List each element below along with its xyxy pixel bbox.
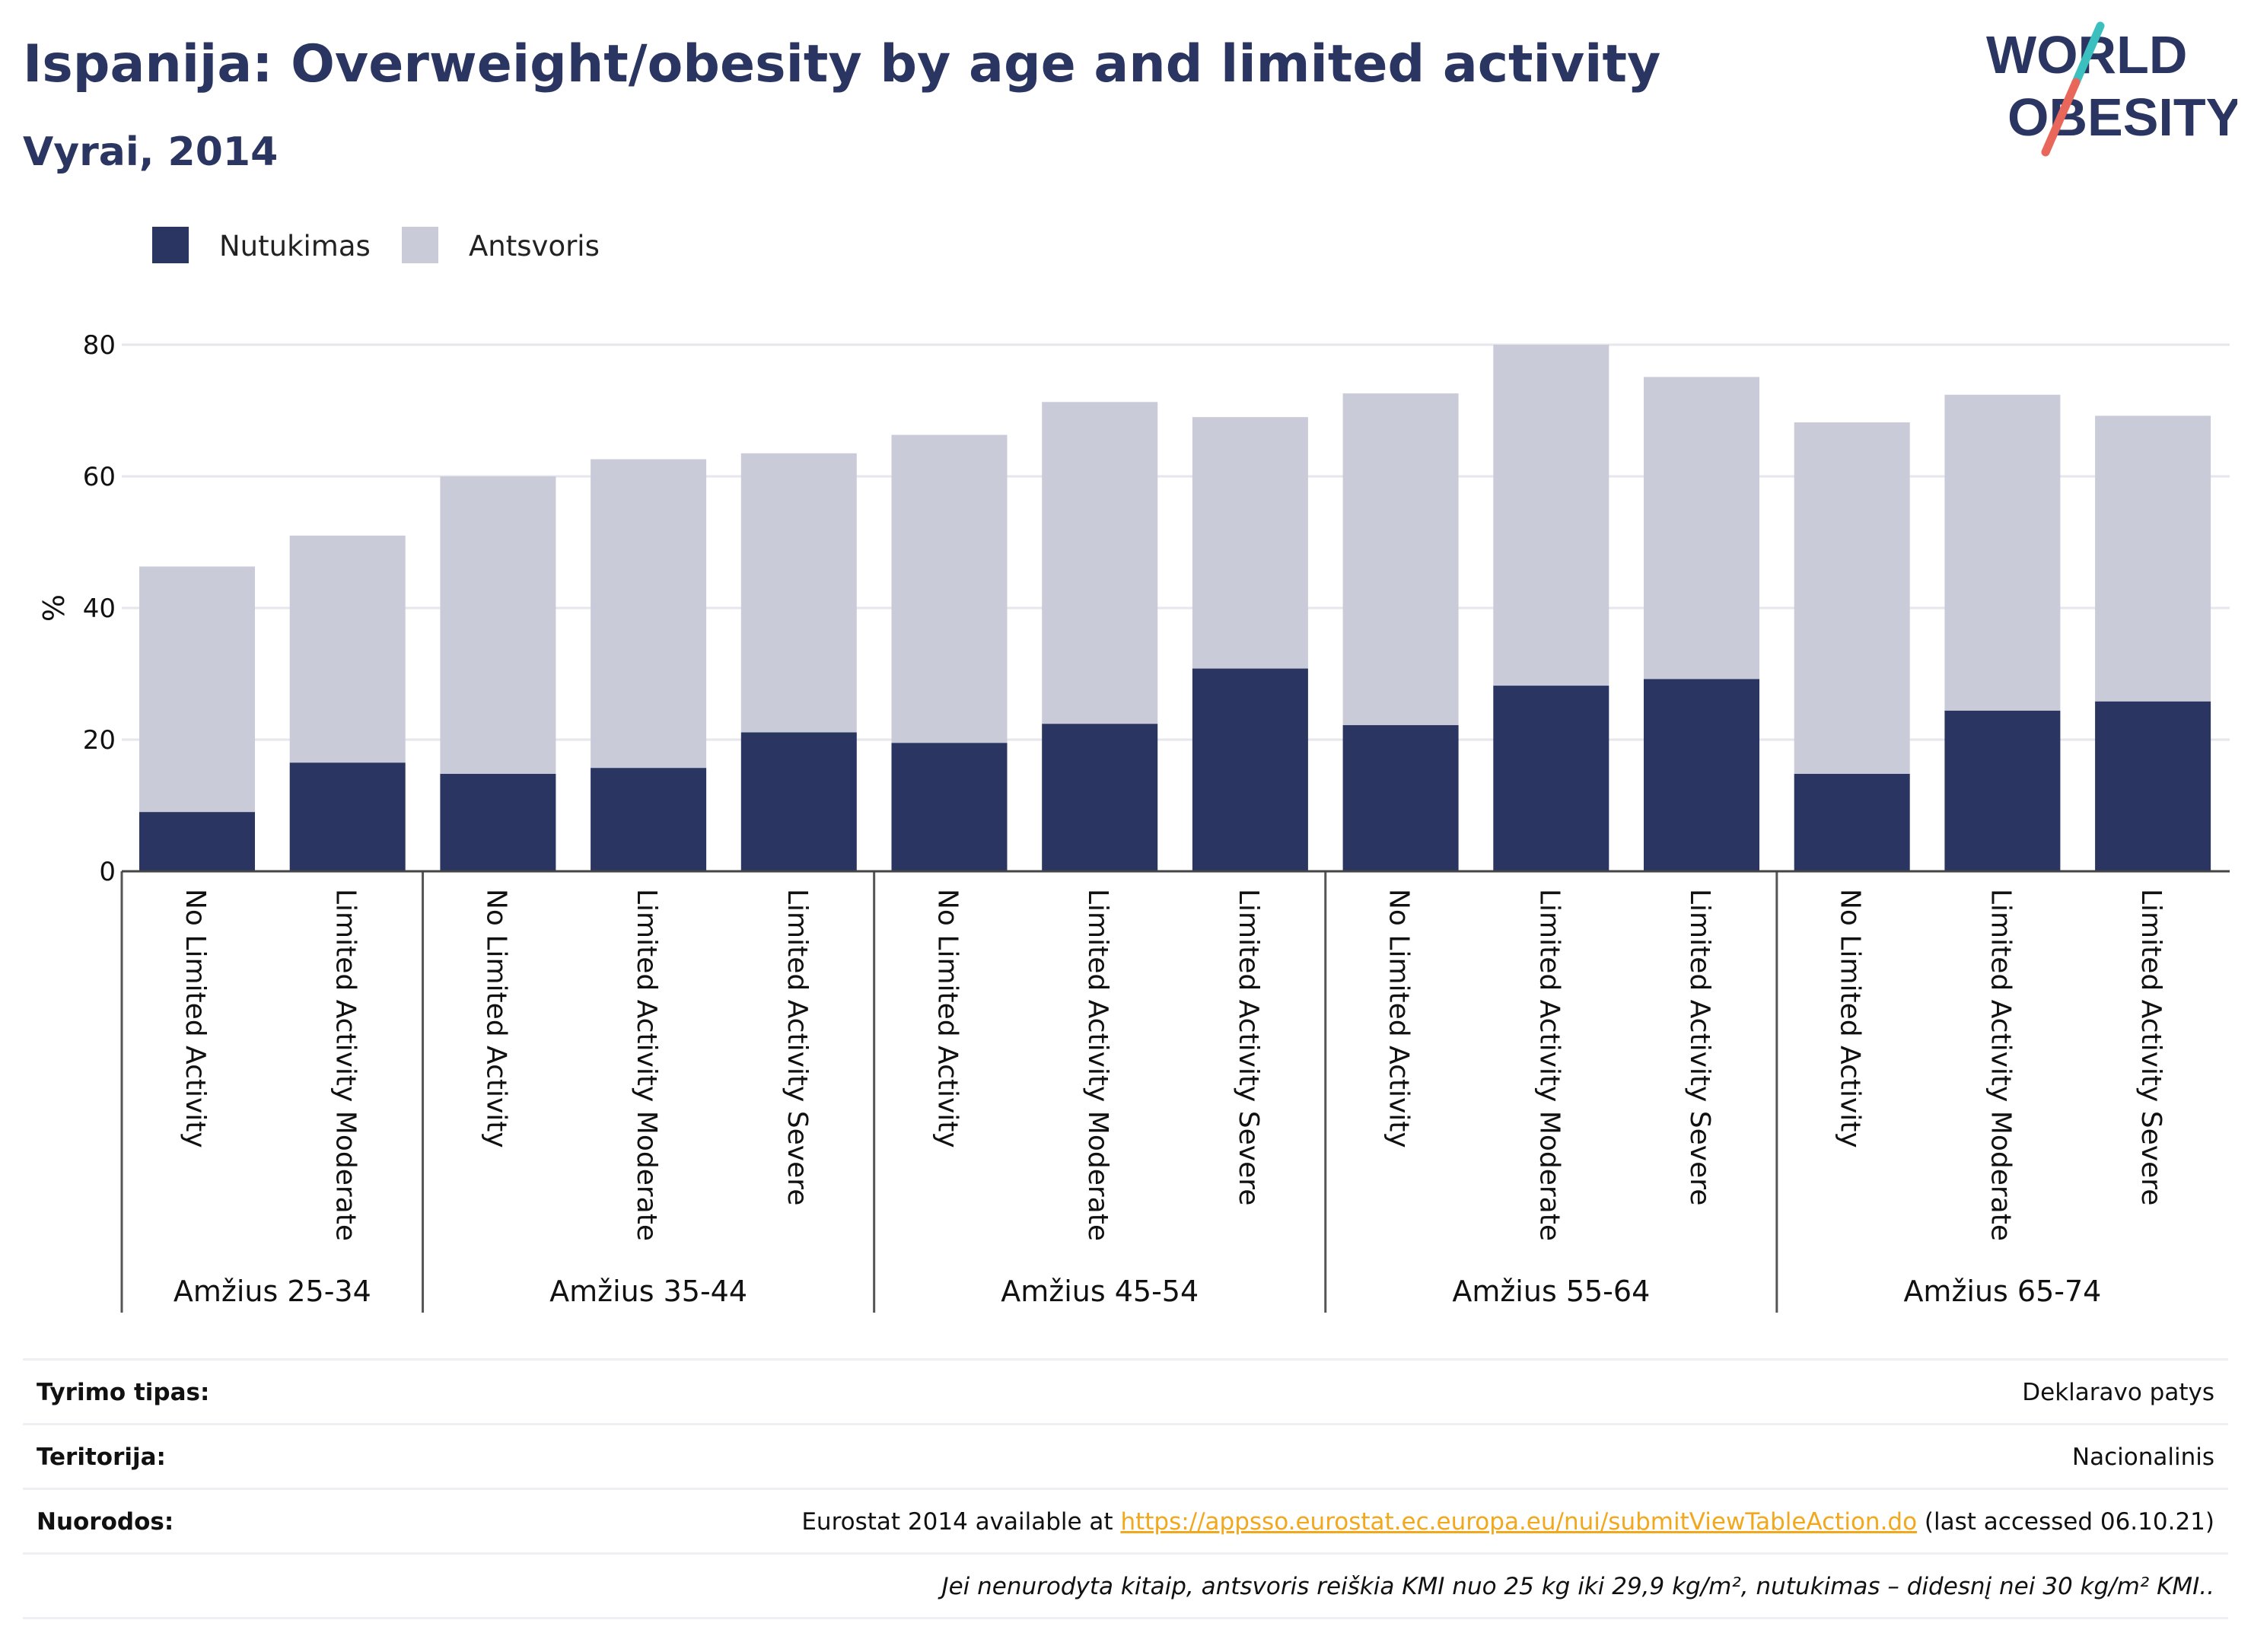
x-category-label: Limited Activity Moderate [1082, 889, 1113, 1241]
x-category-label: No Limited Activity [180, 889, 211, 1148]
x-category-label: Limited Activity Severe [1684, 889, 1715, 1205]
legend-label-nutukimas: Nutukimas [219, 230, 371, 263]
bar-antsvoris [591, 459, 707, 769]
y-axis-label: % [37, 594, 71, 622]
footer-label-references: Nuorodos: [37, 1508, 174, 1536]
y-tick-label: 40 [83, 594, 116, 624]
x-group-label: Amžius 55-64 [1452, 1275, 1650, 1308]
x-category-label: No Limited Activity [932, 889, 963, 1148]
y-tick-label: 80 [83, 330, 116, 361]
footer-note: Jei nenurodyta kitaip, antsvoris reiškia… [941, 1573, 2214, 1600]
x-group-label: Amžius 35-44 [549, 1275, 747, 1308]
bar-nutukimas [1042, 724, 1158, 871]
footer-value-references: Eurostat 2014 available at https://appss… [801, 1508, 2214, 1536]
bar-nutukimas [1493, 686, 1609, 871]
bar-antsvoris [1944, 394, 2061, 711]
bar-antsvoris [1192, 417, 1308, 669]
legend-swatch-nutukimas [152, 227, 189, 263]
x-category-label: Limited Activity Moderate [1533, 889, 1565, 1241]
bar-nutukimas [891, 743, 1008, 871]
x-category-label: No Limited Activity [1835, 889, 1866, 1148]
bar-antsvoris [1644, 377, 1759, 680]
page-subtitle: Vyrai, 2014 [23, 129, 279, 175]
footer-value-survey-type: Deklaravo patys [2022, 1379, 2214, 1406]
logo-slash-coral [2041, 78, 2081, 157]
footer-value-territory: Nacionalinis [2071, 1444, 2214, 1471]
bar-nutukimas [1342, 724, 1459, 871]
y-tick-label: 0 [99, 857, 116, 887]
reference-link[interactable]: https://appsso.eurostat.ec.europa.eu/nui… [1120, 1508, 1918, 1536]
x-group-label: Amžius 45-54 [1001, 1275, 1199, 1308]
bar-nutukimas [289, 762, 406, 871]
page-title: Ispanija: Overweight/obesity by age and … [23, 34, 1661, 94]
bar-chart: 0 20 40 60 80% No Limited Activity Limited Act… [37, 330, 2230, 1313]
bar-nutukimas [740, 732, 857, 871]
y-tick-label: 60 [83, 462, 116, 492]
bar-nutukimas [591, 768, 707, 871]
bar-antsvoris [1794, 422, 1910, 774]
reference-suffix: (last accessed 06.10.21) [1917, 1508, 2214, 1536]
footer-label-territory: Teritorija: [37, 1444, 166, 1471]
bar-nutukimas [1794, 773, 1910, 871]
bar-antsvoris [891, 434, 1008, 743]
bar-nutukimas [2095, 701, 2211, 871]
x-group-label: Amžius 65-74 [1903, 1275, 2101, 1308]
x-category-label: Limited Activity Severe [2135, 889, 2167, 1205]
footer-row-note: Jei nenurodyta kitaip, antsvoris reiškia… [23, 1552, 2228, 1619]
bar-antsvoris [740, 453, 857, 733]
logo-slash-teal [2071, 21, 2105, 87]
bar-nutukimas [139, 812, 255, 871]
world-obesity-logo: WORLD OBESITY [1986, 21, 2237, 157]
bar-antsvoris [1493, 345, 1609, 686]
footer-row-references: Nuorodos: Eurostat 2014 available at htt… [23, 1488, 2228, 1552]
x-category-label: Limited Activity Severe [782, 889, 813, 1205]
bar-antsvoris [1342, 393, 1459, 725]
x-category-label: Limited Activity Moderate [1985, 889, 2016, 1241]
bar-nutukimas [1192, 668, 1308, 871]
legend-swatch-antsvoris [402, 227, 438, 263]
x-category-label: Limited Activity Moderate [330, 889, 361, 1241]
legend-label-antsvoris: Antsvoris [469, 230, 600, 263]
x-group-label: Amžius 25-34 [174, 1275, 371, 1308]
reference-prefix: Eurostat 2014 available at [801, 1508, 1121, 1536]
x-category-label: No Limited Activity [1383, 889, 1415, 1148]
x-category-label: Limited Activity Moderate [631, 889, 662, 1241]
x-category-label: No Limited Activity [480, 889, 511, 1148]
bar-nutukimas [1944, 710, 2061, 871]
x-category-label: Limited Activity Severe [1233, 889, 1264, 1205]
footer-row-territory: Teritorija: Nacionalinis [23, 1423, 2228, 1488]
bar-antsvoris [440, 476, 556, 774]
bar-antsvoris [2095, 415, 2211, 702]
footer-row-survey-type: Tyrimo tipas: Deklaravo patys [23, 1358, 2228, 1423]
footer-label-survey-type: Tyrimo tipas: [37, 1379, 210, 1406]
y-tick-label: 20 [83, 725, 116, 756]
bar-antsvoris [139, 566, 255, 813]
bar-nutukimas [440, 773, 556, 871]
footer-table: Tyrimo tipas: Deklaravo patys Teritorija… [23, 1358, 2228, 1619]
bar-antsvoris [1042, 402, 1158, 724]
logo-text-obesity: OBESITY [2007, 88, 2237, 147]
bar-antsvoris [289, 535, 406, 763]
bar-nutukimas [1644, 679, 1759, 871]
